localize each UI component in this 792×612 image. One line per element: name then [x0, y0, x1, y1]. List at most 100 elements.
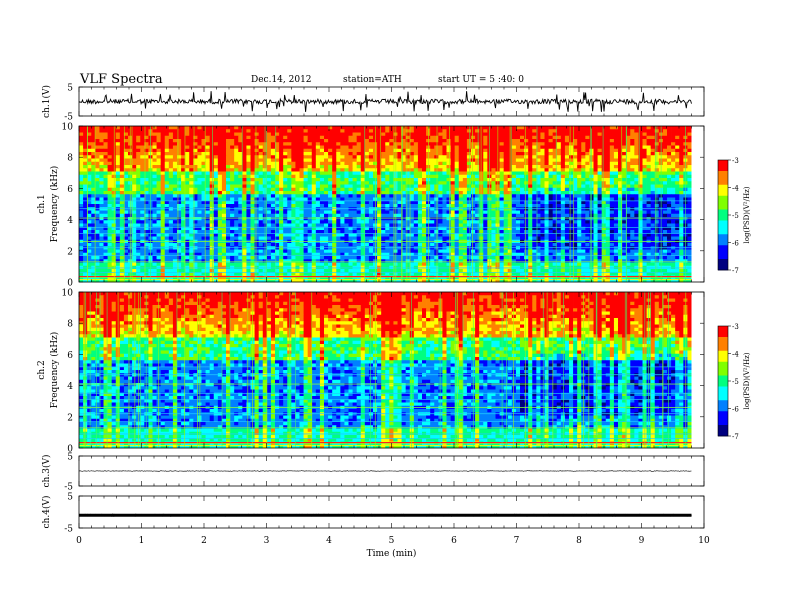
spectrogram-cell — [442, 191, 447, 195]
spectrogram-cell — [671, 178, 676, 182]
spectrogram-cell — [181, 142, 186, 146]
spectrogram-cell — [524, 194, 529, 198]
spectrogram-cell — [532, 129, 537, 133]
spectrogram-cell — [95, 210, 100, 215]
spectrogram-cell — [569, 165, 574, 169]
spectrogram-cell — [336, 187, 341, 192]
spectrogram-cell — [254, 145, 260, 150]
spectrogram-cell — [275, 161, 280, 166]
spectrogram-cell — [189, 210, 194, 215]
spectrogram-cell — [205, 145, 211, 150]
spectrogram-cell — [650, 223, 656, 228]
spectrogram-cell — [405, 132, 411, 137]
spectrogram-cell — [577, 226, 582, 231]
spectrogram-cell — [515, 148, 521, 153]
spectrogram-cell — [377, 187, 382, 192]
spectrogram-cell — [499, 174, 505, 179]
spectrogram-cell — [438, 139, 443, 143]
spectrogram-cell — [340, 126, 345, 130]
spectrogram-cell — [91, 233, 96, 237]
spectrogram-cell — [291, 210, 296, 215]
spectrogram-cell — [385, 142, 390, 146]
spectrogram-cell — [609, 155, 615, 159]
spectrogram-cell — [119, 145, 125, 150]
spectrogram-cell — [397, 213, 402, 218]
spectrogram-cell — [319, 171, 325, 176]
spectrogram-cell — [217, 142, 223, 146]
spectrogram-cell — [573, 223, 578, 228]
spectrogram-cell — [638, 178, 643, 182]
spectrogram-cell — [291, 142, 296, 146]
spectrogram-cell — [466, 223, 472, 228]
spectrogram-cell — [417, 161, 423, 166]
spectrogram-cell — [520, 194, 525, 198]
spectrogram-cell — [405, 129, 411, 133]
spectrogram-cell — [107, 152, 113, 156]
spectrogram-cell — [613, 197, 619, 202]
spectrogram-cell — [79, 187, 84, 192]
spectrogram-cell — [246, 191, 251, 195]
spectrogram-cell — [462, 126, 468, 130]
spectrogram-cell — [417, 148, 423, 153]
spectrogram-cell — [303, 217, 309, 221]
spectrogram-cell — [201, 226, 206, 231]
spectrogram-cell — [242, 135, 247, 140]
spectrogram-cell — [242, 200, 247, 205]
spectrogram-cell — [434, 194, 439, 198]
spectrogram-cell — [622, 184, 627, 189]
spectrogram-cell — [328, 148, 333, 153]
spectrogram-cell — [634, 132, 639, 137]
spectrogram-cell — [573, 165, 578, 169]
spectrogram-cell — [385, 178, 390, 182]
spectrogram-cell — [258, 152, 264, 156]
spectrogram-cell — [540, 230, 545, 234]
spectrogram-cell — [364, 129, 370, 133]
spectrogram-cell — [103, 184, 108, 189]
spectrogram-cell — [597, 210, 603, 215]
spectrogram-cell — [254, 194, 260, 198]
spectrogram-cell — [185, 178, 190, 182]
spectrogram-cell — [532, 217, 537, 221]
spectrogram-cell — [581, 126, 586, 130]
spectrogram-cell — [597, 135, 603, 140]
spectrogram-cell — [662, 132, 668, 137]
spectrogram-cell — [287, 181, 292, 185]
spectrogram-cell — [246, 194, 251, 198]
spectrogram-cell — [160, 171, 166, 176]
spectrogram-cell — [520, 230, 525, 234]
spectrogram-cell — [540, 213, 545, 218]
spectrogram-cell — [250, 135, 255, 140]
spectrogram-cell — [311, 135, 317, 140]
spectrogram-cell — [381, 171, 386, 176]
spectrogram-cell — [405, 217, 411, 221]
spectrogram-cell — [662, 145, 668, 150]
spectrogram-cell — [242, 142, 247, 146]
spectrogram-cell — [270, 184, 276, 189]
spectrogram-cell — [324, 217, 329, 221]
spectrogram-cell — [417, 210, 423, 215]
spectrogram-cell — [630, 148, 635, 153]
spectrogram-cell — [573, 129, 578, 133]
spectrogram-cell — [238, 210, 243, 215]
spectrogram-cell — [254, 217, 260, 221]
spectrogram-cell — [319, 197, 325, 202]
spectrogram-cell — [230, 148, 235, 153]
spectrogram-cell — [385, 145, 390, 150]
spectrogram-cell — [168, 158, 174, 163]
spectrogram-cell — [99, 155, 104, 159]
spectrogram-cell — [279, 187, 284, 192]
spectrogram-cell — [462, 158, 468, 163]
spectrogram-cell — [687, 129, 692, 133]
spectrogram-cell — [552, 217, 558, 221]
spectrogram-cell — [164, 129, 170, 133]
spectrogram-cell — [630, 158, 635, 163]
spectrogram-cell — [328, 155, 333, 159]
spectrogram-cell — [642, 135, 647, 140]
spectrogram-cell — [687, 217, 692, 221]
spectrogram-cell — [344, 155, 349, 159]
spectrogram-cell — [483, 187, 488, 192]
spectrogram-cell — [132, 165, 137, 169]
spectrogram-cell — [299, 217, 304, 221]
spectrogram-cell — [605, 178, 611, 182]
spectrogram-cell — [491, 174, 496, 179]
